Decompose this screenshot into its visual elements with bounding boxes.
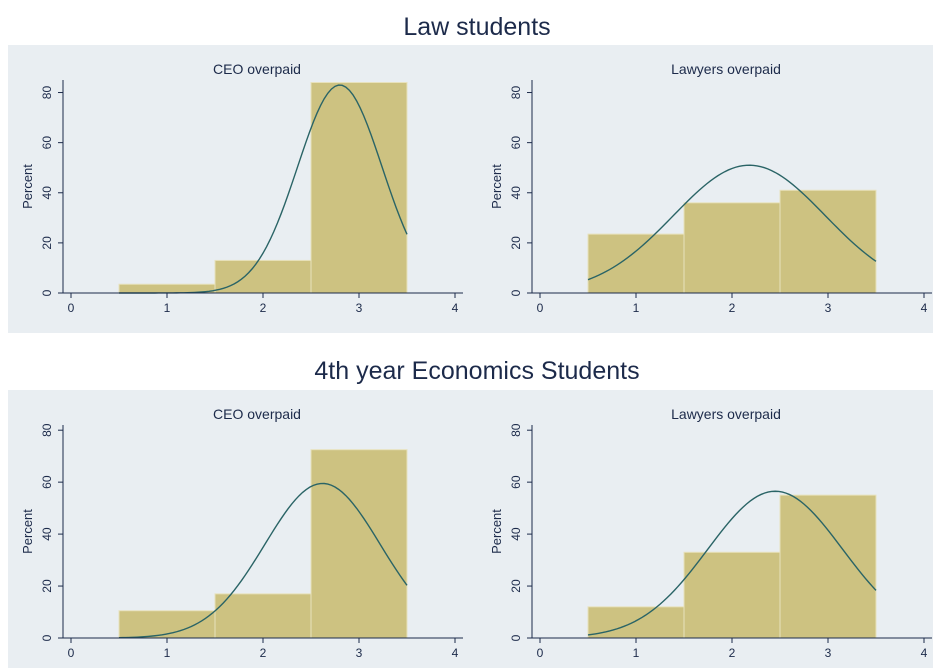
subplot-title: Lawyers overpaid [671,406,781,422]
histogram-bar [310,82,408,294]
y-axis-label: Percent [489,164,504,209]
y-tick-label: 40 [40,186,54,200]
x-tick-label: 4 [452,646,459,660]
histogram-law-ceo-overpaid: CEO overpaid 0 20 40 60 80 0 1 2 3 4 Percent [20,61,463,315]
x-tick-label: 4 [452,301,459,315]
histogram-bar [779,189,877,294]
normal-density-curve [587,164,877,281]
y-tick-label: 0 [509,289,523,296]
section-title-law-students: Law students [403,13,551,41]
histogram-law-lawyers-overpaid: Lawyers overpaid 0 20 40 60 80 0 1 2 3 4 Percent [489,61,932,315]
y-tick-label: 60 [509,136,523,150]
y-tick-label: 60 [509,475,523,489]
x-tick-label: 0 [68,301,75,315]
x-tick-label: 2 [729,646,736,660]
y-tick-label: 40 [40,527,54,541]
x-tick-label: 3 [356,646,363,660]
x-tick-label: 1 [164,301,171,315]
histogram-bar [779,494,877,639]
y-tick-label: 80 [40,86,54,100]
y-axis-label: Percent [20,164,35,209]
x-tick-label: 0 [537,646,544,660]
y-tick-label: 80 [509,423,523,437]
histogram-bar [310,449,408,639]
normal-density-curve [587,490,877,636]
section-title-economics-students: 4th year Economics Students [314,357,640,385]
y-tick-label: 40 [509,186,523,200]
histogram-bar [214,593,312,639]
y-axis-label: Percent [20,509,35,554]
subplot-title: CEO overpaid [213,406,301,422]
y-tick-label: 0 [509,634,523,641]
y-tick-label: 20 [509,579,523,593]
x-tick-label: 2 [260,646,267,660]
y-tick-label: 0 [40,289,54,296]
y-tick-label: 80 [40,423,54,437]
y-tick-label: 40 [509,527,523,541]
x-tick-label: 3 [825,646,832,660]
y-tick-label: 20 [40,236,54,250]
x-tick-label: 0 [68,646,75,660]
x-tick-label: 3 [356,301,363,315]
x-tick-label: 4 [921,301,928,315]
y-tick-label: 20 [509,236,523,250]
x-tick-label: 2 [729,301,736,315]
y-axis-label: Percent [489,509,504,554]
y-tick-label: 80 [509,86,523,100]
histogram-bar [587,233,685,294]
y-tick-label: 0 [40,634,54,641]
normal-density-curve [118,482,408,639]
y-tick-label: 60 [40,136,54,150]
histogram-econ-lawyers-overpaid: Lawyers overpaid 0 20 40 60 80 0 1 2 3 4 Percent [489,406,932,660]
histogram-econ-ceo-overpaid: CEO overpaid 0 20 40 60 80 0 1 2 3 4 Percent [20,406,463,660]
x-tick-label: 2 [260,301,267,315]
histogram-bar [214,259,312,294]
x-tick-label: 4 [921,646,928,660]
histogram-bar [683,202,781,294]
x-tick-label: 3 [825,301,832,315]
y-tick-label: 20 [40,579,54,593]
histogram-bar [683,551,781,639]
x-tick-label: 1 [633,301,640,315]
y-tick-label: 60 [40,475,54,489]
x-tick-label: 1 [633,646,640,660]
subplot-title: Lawyers overpaid [671,61,781,77]
x-tick-label: 0 [537,301,544,315]
x-tick-label: 1 [164,646,171,660]
subplot-title: CEO overpaid [213,61,301,77]
